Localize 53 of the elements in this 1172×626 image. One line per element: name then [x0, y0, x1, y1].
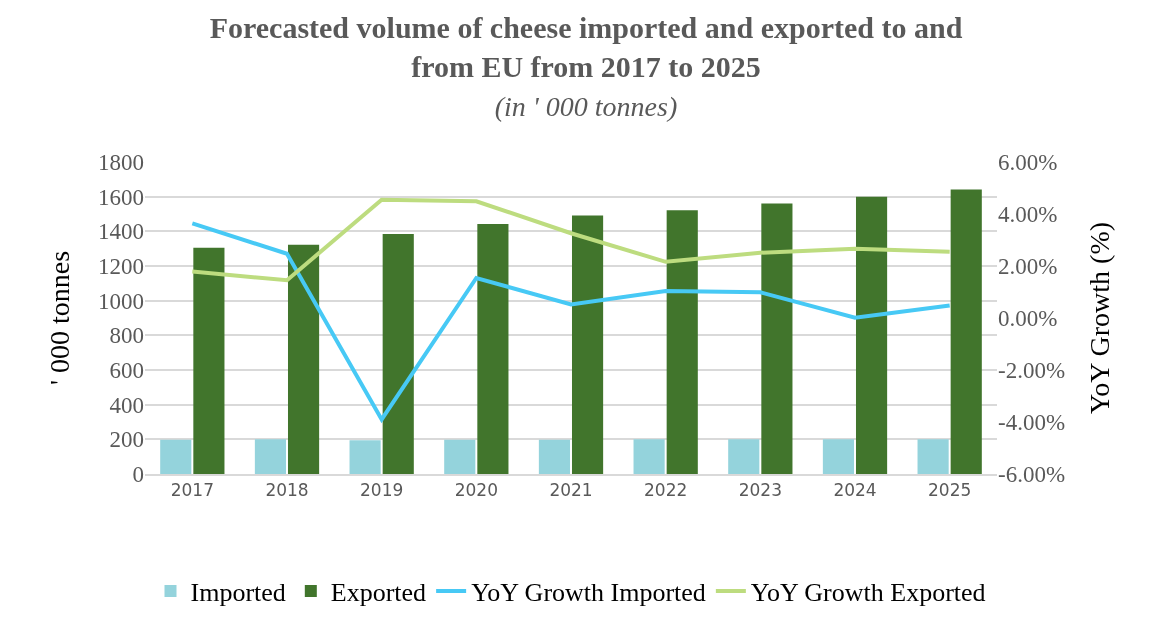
bar	[633, 439, 665, 474]
y2-tick-label: -4.00%	[998, 410, 1066, 436]
y-tick-label: 200	[109, 427, 144, 453]
bar	[160, 439, 192, 474]
chart-subtitle: (in ' 000 tonnes)	[494, 90, 678, 122]
y2-axis-title: YoY Growth (%)	[1084, 221, 1116, 415]
y-tick-label: 400	[109, 392, 144, 418]
y2-tick-label: 2.00%	[998, 254, 1058, 280]
y-axis-title: ' 000 tonnes	[43, 250, 75, 386]
bar	[571, 215, 604, 474]
bar	[761, 203, 793, 474]
y-tick-label: 1400	[98, 219, 144, 245]
y-tick-label: 600	[109, 358, 144, 384]
y2-tick-label: -6.00%	[998, 462, 1066, 488]
bar	[477, 224, 509, 474]
y-tick-label: 1000	[98, 288, 144, 314]
bar	[349, 440, 381, 474]
legend-label: Imported	[190, 578, 286, 608]
x-tick-label: 2019	[360, 480, 404, 501]
x-tick-label: 2020	[454, 480, 498, 501]
line-series	[190, 197, 952, 283]
x-tick-label: 2017	[170, 480, 214, 501]
bar	[254, 439, 287, 474]
bar	[193, 247, 225, 474]
legend-label: Exported	[330, 578, 427, 608]
y2-tick-label: 6.00%	[998, 150, 1058, 176]
y-tick-label: 0	[132, 462, 144, 488]
x-tick-label: 2018	[265, 480, 309, 501]
bar	[822, 439, 855, 474]
legend-label: YoY Growth Imported	[471, 578, 706, 608]
x-tick-label: 2025	[928, 480, 972, 501]
bar	[855, 196, 888, 474]
bar	[950, 189, 982, 474]
x-tick-label: 2022	[644, 480, 688, 501]
x-tick-label: 2021	[549, 480, 593, 501]
y2-tick-label: -2.00%	[998, 358, 1066, 384]
bar	[382, 234, 414, 474]
x-tick-label: 2024	[833, 480, 877, 501]
bar	[287, 244, 320, 474]
y-tick-label: 1200	[98, 254, 144, 280]
bar	[728, 439, 760, 474]
x-tick-label: 2023	[738, 480, 782, 501]
bar	[666, 210, 698, 474]
y2-tick-label: 4.00%	[998, 202, 1058, 228]
legend-label: YoY Growth Exported	[750, 578, 986, 608]
y-tick-label: 1600	[98, 184, 144, 210]
y-tick-label: 800	[109, 323, 144, 349]
chart-title: Forecasted volume of cheese imported and exported to and from EU from 2017 to 2025	[209, 10, 963, 83]
bar	[444, 439, 476, 474]
y-tick-label: 1800	[98, 150, 144, 176]
bar	[917, 439, 949, 474]
bar	[538, 439, 571, 474]
y2-tick-label: 0.00%	[998, 306, 1058, 332]
